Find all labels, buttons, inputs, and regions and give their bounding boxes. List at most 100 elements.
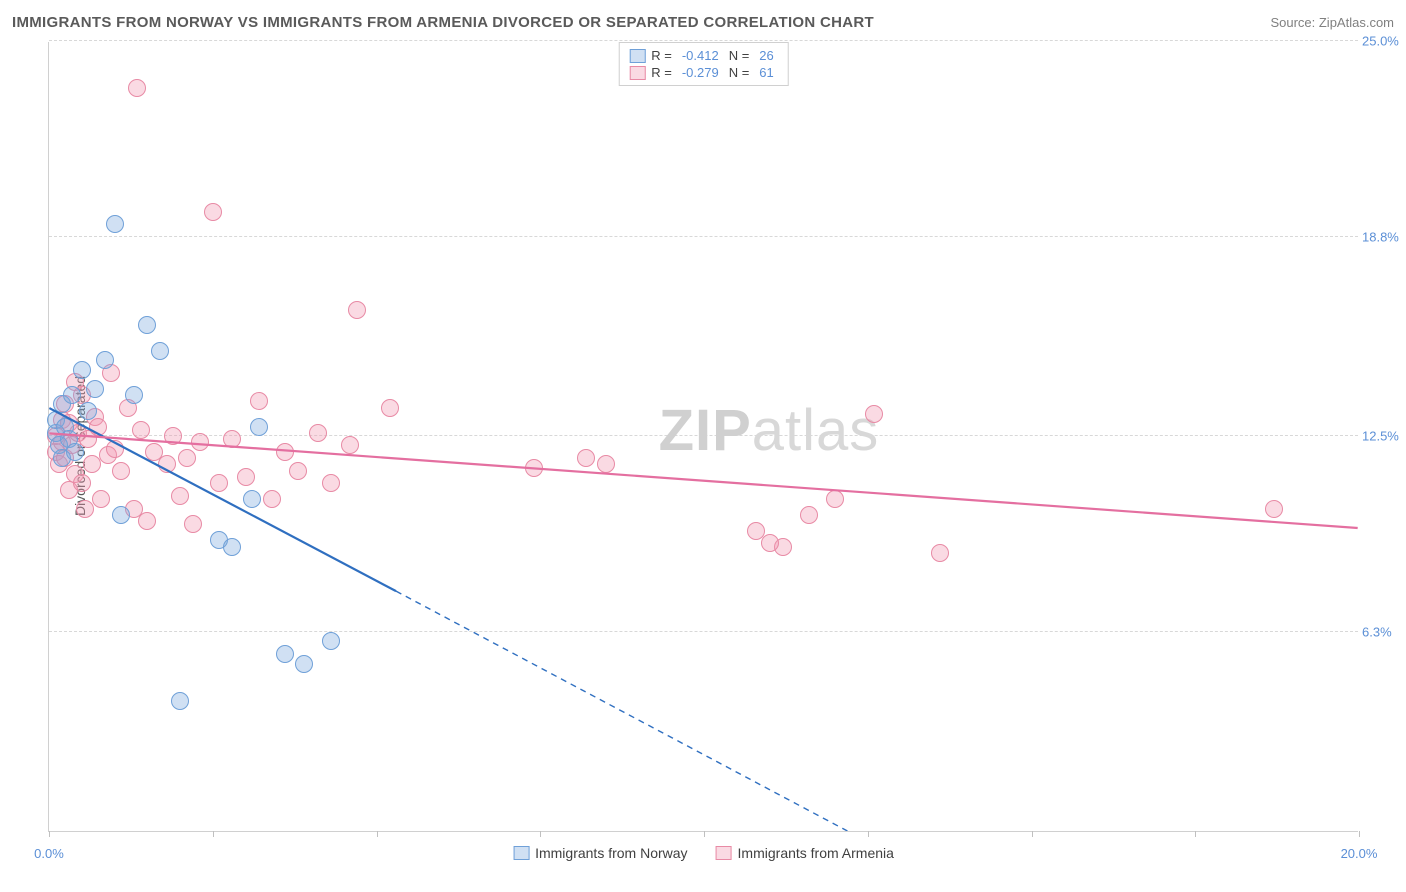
scatter-point <box>73 474 91 492</box>
regression-lines <box>49 42 1358 831</box>
legend-n-value-armenia: 61 <box>755 65 777 80</box>
scatter-point <box>112 506 130 524</box>
x-tick <box>377 831 378 837</box>
x-tick <box>213 831 214 837</box>
legend-row-armenia: R = -0.279 N = 61 <box>629 64 778 81</box>
source-label: Source: ZipAtlas.com <box>1270 15 1394 30</box>
watermark-light: atlas <box>752 397 880 462</box>
scatter-point <box>164 427 182 445</box>
watermark-text: ZIPatlas <box>659 396 880 463</box>
scatter-point <box>800 506 818 524</box>
scatter-point <box>66 443 84 461</box>
legend-r-label: R = <box>651 65 672 80</box>
scatter-point <box>86 380 104 398</box>
scatter-point <box>250 392 268 410</box>
x-tick <box>49 831 50 837</box>
scatter-point <box>191 433 209 451</box>
scatter-point <box>171 487 189 505</box>
scatter-point <box>322 632 340 650</box>
legend-r-value-armenia: -0.279 <box>678 65 723 80</box>
scatter-point <box>63 386 81 404</box>
scatter-point <box>341 436 359 454</box>
scatter-point <box>96 351 114 369</box>
scatter-point <box>761 534 779 552</box>
watermark-bold: ZIP <box>659 397 752 462</box>
y-tick-label: 6.3% <box>1362 624 1406 639</box>
scatter-point <box>204 203 222 221</box>
scatter-point <box>132 421 150 439</box>
scatter-point <box>597 455 615 473</box>
legend-n-label: N = <box>729 65 750 80</box>
scatter-point <box>112 462 130 480</box>
scatter-point <box>125 386 143 404</box>
legend-n-value-norway: 26 <box>755 48 777 63</box>
x-tick-label: 20.0% <box>1341 846 1378 861</box>
scatter-point <box>106 215 124 233</box>
legend-item-armenia: Immigrants from Armenia <box>716 845 894 861</box>
y-tick-label: 25.0% <box>1362 34 1406 49</box>
scatter-point <box>577 449 595 467</box>
scatter-point <box>89 418 107 436</box>
series-legend: Immigrants from Norway Immigrants from A… <box>513 845 894 861</box>
scatter-point <box>263 490 281 508</box>
legend-item-norway: Immigrants from Norway <box>513 845 687 861</box>
scatter-point <box>865 405 883 423</box>
scatter-point <box>322 474 340 492</box>
y-tick-label: 12.5% <box>1362 429 1406 444</box>
gridline-h <box>49 236 1358 237</box>
legend-n-label: N = <box>729 48 750 63</box>
legend-r-label: R = <box>651 48 672 63</box>
scatter-point <box>106 440 124 458</box>
scatter-point <box>158 455 176 473</box>
regression-line-dashed <box>396 591 847 831</box>
scatter-point <box>138 316 156 334</box>
scatter-point <box>83 455 101 473</box>
gridline-h <box>49 40 1358 41</box>
legend-label-armenia: Immigrants from Armenia <box>738 845 894 861</box>
scatter-point <box>210 474 228 492</box>
scatter-point <box>138 512 156 530</box>
scatter-point <box>309 424 327 442</box>
scatter-point <box>178 449 196 467</box>
scatter-point <box>525 459 543 477</box>
legend-row-norway: R = -0.412 N = 26 <box>629 47 778 64</box>
scatter-point <box>151 342 169 360</box>
x-tick <box>1195 831 1196 837</box>
x-tick <box>1359 831 1360 837</box>
x-tick <box>1032 831 1033 837</box>
correlation-legend: R = -0.412 N = 26 R = -0.279 N = 61 <box>618 42 789 86</box>
y-tick-label: 18.8% <box>1362 229 1406 244</box>
scatter-point <box>381 399 399 417</box>
scatter-point <box>1265 500 1283 518</box>
scatter-point <box>128 79 146 97</box>
scatter-point <box>276 443 294 461</box>
scatter-point <box>243 490 261 508</box>
scatter-point <box>826 490 844 508</box>
scatter-point <box>171 692 189 710</box>
x-tick-label: 0.0% <box>34 846 64 861</box>
scatter-point <box>223 538 241 556</box>
scatter-point <box>250 418 268 436</box>
scatter-point <box>276 645 294 663</box>
swatch-norway <box>629 49 645 63</box>
x-tick <box>868 831 869 837</box>
legend-label-norway: Immigrants from Norway <box>535 845 687 861</box>
chart-plot-area: ZIPatlas R = -0.412 N = 26 R = -0.279 N … <box>48 42 1358 832</box>
scatter-point <box>76 500 94 518</box>
scatter-point <box>184 515 202 533</box>
x-tick <box>540 831 541 837</box>
swatch-armenia <box>629 66 645 80</box>
scatter-point <box>79 402 97 420</box>
chart-title: IMMIGRANTS FROM NORWAY VS IMMIGRANTS FRO… <box>12 14 874 31</box>
legend-r-value-norway: -0.412 <box>678 48 723 63</box>
swatch-armenia-bottom <box>716 846 732 860</box>
gridline-h <box>49 631 1358 632</box>
scatter-point <box>92 490 110 508</box>
scatter-point <box>931 544 949 562</box>
swatch-norway-bottom <box>513 846 529 860</box>
scatter-point <box>295 655 313 673</box>
scatter-point <box>348 301 366 319</box>
scatter-point <box>289 462 307 480</box>
scatter-point <box>73 361 91 379</box>
gridline-h <box>49 435 1358 436</box>
